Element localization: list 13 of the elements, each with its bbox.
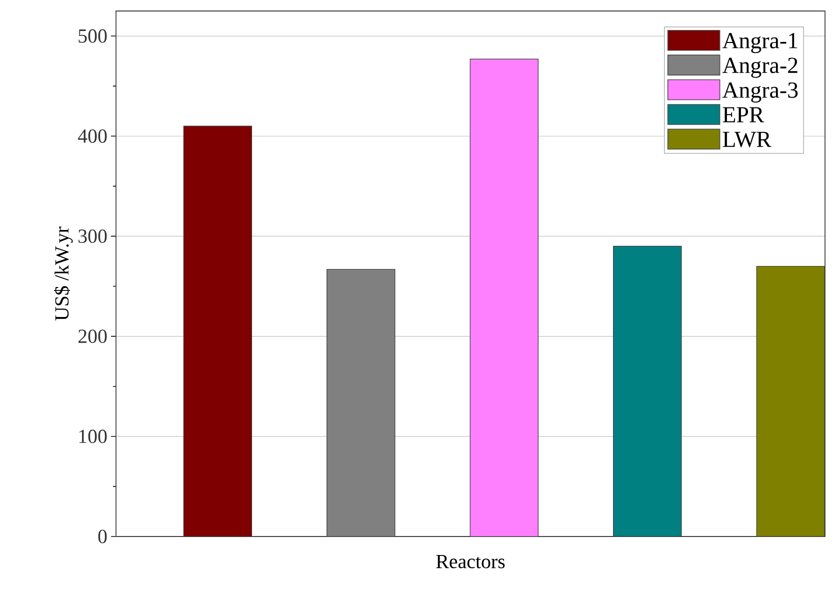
y-axis-title: US$ /kW.yr bbox=[54, 226, 73, 321]
y-tick-label: 500 bbox=[78, 29, 107, 43]
y-tick-label: 300 bbox=[78, 229, 107, 243]
y-tick-label: 400 bbox=[78, 129, 107, 143]
legend-label: Angra-2 bbox=[722, 58, 798, 78]
y-tick-label: 100 bbox=[79, 430, 107, 444]
legend-label: Angra-3 bbox=[722, 82, 798, 103]
x-axis-title: Reactors bbox=[436, 555, 505, 568]
legend-label: Angra-1 bbox=[722, 33, 798, 54]
y-tick-label: 200 bbox=[78, 330, 107, 344]
legend-label: EPR bbox=[722, 107, 764, 122]
legend-label: LWR bbox=[722, 132, 772, 148]
y-tick-label: 0 bbox=[98, 530, 107, 544]
